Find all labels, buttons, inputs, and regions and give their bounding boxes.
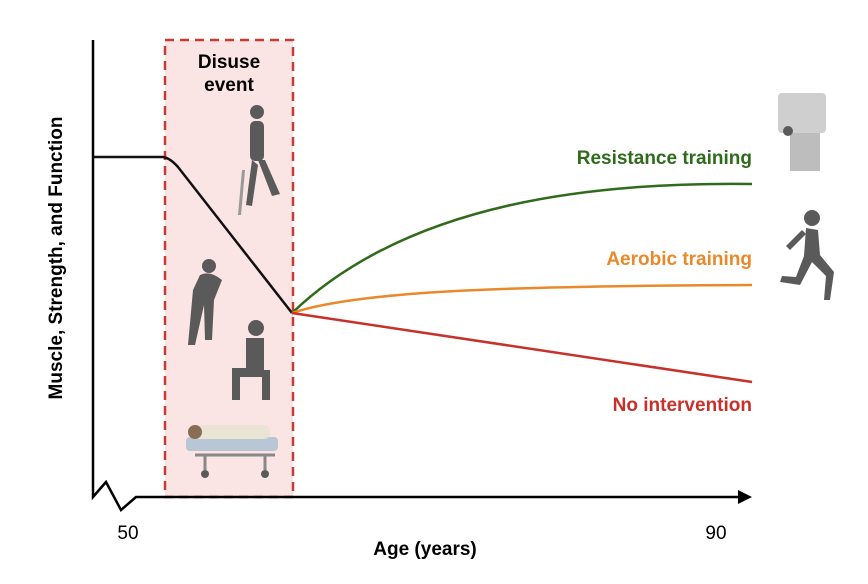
- baseline-curve: [93, 155, 293, 314]
- curve-label: Resistance training: [577, 148, 752, 169]
- curve-label: Aerobic training: [606, 249, 752, 270]
- no-intervention-curve: [291, 311, 753, 384]
- x-axis-label: Age (years): [373, 539, 477, 560]
- y-axis-label: Muscle, Strength, and Function: [46, 117, 67, 400]
- event-label: event: [204, 75, 254, 96]
- x-tick-label: 90: [705, 523, 726, 544]
- event-label: Disuse: [198, 52, 260, 73]
- resistance-curve: [291, 182, 753, 314]
- disuse-box: [163, 38, 295, 499]
- axes: [91, 40, 742, 512]
- icons: [186, 93, 834, 478]
- x-tick-label: 50: [117, 523, 138, 544]
- aerobic-curve: [291, 283, 753, 315]
- x-axis-arrow: [738, 490, 752, 504]
- curve-label: No intervention: [613, 395, 752, 416]
